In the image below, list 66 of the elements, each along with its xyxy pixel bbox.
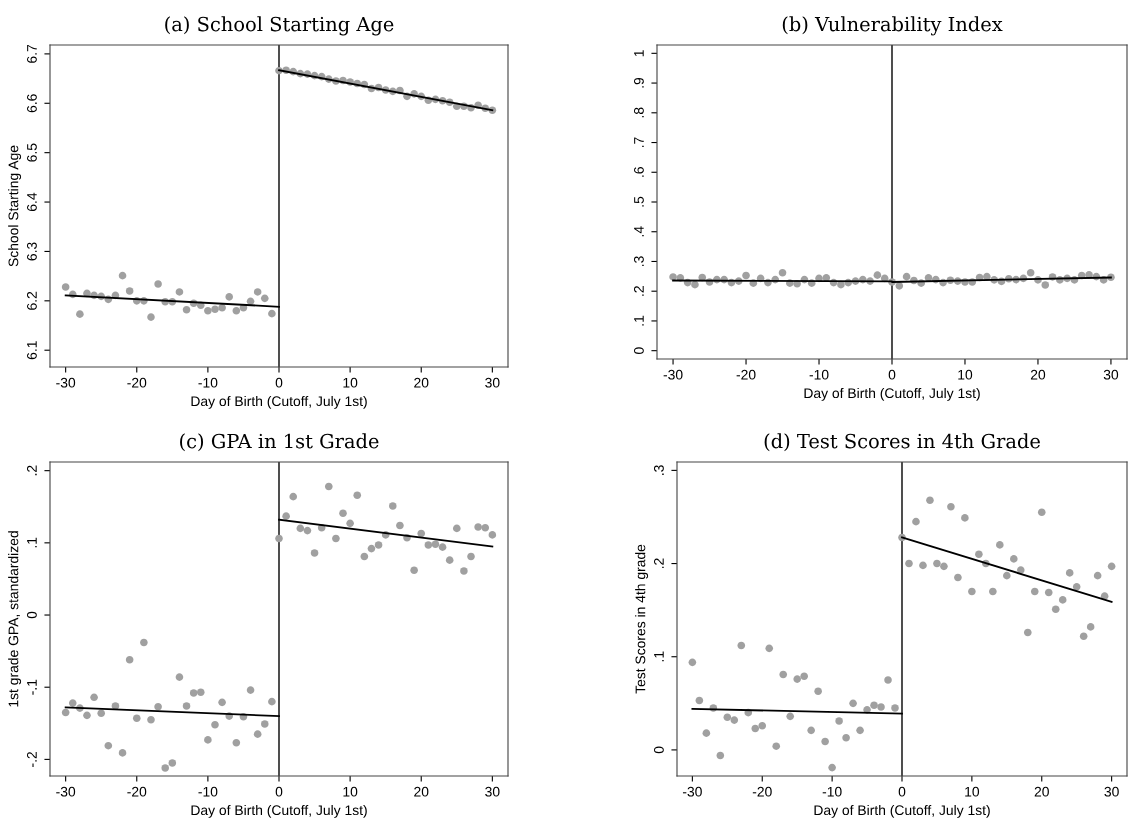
y-tick-label: 6.5	[27, 143, 37, 162]
x-tick-label: 20	[1034, 786, 1049, 797]
x-tick-label: -10	[198, 377, 218, 388]
x-tick-label: -10	[809, 369, 829, 380]
chart-title: (d) Test Scores in 4th Grade	[764, 433, 1040, 452]
y-tick-label: 6.7	[27, 44, 37, 63]
y-tick-label: 6.4	[27, 192, 37, 211]
x-tick-label: -20	[127, 786, 147, 797]
x-tick-label: 30	[1103, 369, 1119, 380]
x-tick-label: -30	[663, 369, 683, 380]
y-tick-label: .2	[654, 558, 664, 569]
chart-title: (b) Vulnerability Index	[782, 16, 1003, 36]
x-tick-label: 0	[275, 786, 283, 797]
y-tick-label: .3	[634, 256, 644, 266]
chart-title: (a) School Starting Age	[165, 16, 394, 36]
chart-title: (c) GPA in 1st Grade	[180, 433, 379, 452]
y-tick-label: .2	[634, 286, 644, 296]
y-tick-label: .3	[654, 465, 664, 475]
x-tick-label: -30	[56, 786, 76, 797]
y-tick-label: 6.3	[27, 242, 37, 261]
x-tick-label: 20	[1030, 369, 1046, 380]
x-tick-label: -10	[198, 786, 218, 797]
x-tick-label: -20	[736, 369, 756, 380]
x-tick-label: 30	[485, 786, 500, 797]
y-tick-label: .4	[634, 226, 644, 237]
y-tick-label: .2	[27, 465, 37, 476]
x-axis-title: Day of Birth (Cutoff, July 1st)	[191, 395, 367, 409]
x-tick-label: 0	[888, 369, 896, 380]
x-tick-label: 30	[485, 377, 500, 388]
y-axis-title: School Starting Age	[8, 145, 22, 267]
y-tick-label: .8	[634, 107, 644, 118]
y-tick-label: -.1	[27, 679, 37, 695]
x-tick-label: -10	[822, 786, 842, 797]
y-tick-label: 6.2	[27, 291, 37, 310]
x-tick-label: 20	[414, 786, 429, 797]
x-axis-title: Day of Birth (Cutoff, July 1st)	[814, 804, 990, 818]
y-tick-label: -.2	[27, 751, 37, 767]
x-axis-title: Day of Birth (Cutoff, July 1st)	[191, 804, 367, 818]
y-tick-label: 6.6	[27, 94, 37, 113]
y-tick-label: .5	[634, 196, 644, 207]
x-tick-label: 10	[343, 377, 358, 388]
x-tick-label: 0	[898, 786, 906, 797]
y-tick-label: .1	[27, 537, 37, 548]
y-axis-title: 1st grade GPA, standardized	[8, 531, 22, 707]
x-tick-label: -30	[682, 786, 702, 797]
y-tick-label: .1	[634, 315, 644, 326]
y-tick-label: .9	[634, 77, 644, 88]
x-tick-label: 20	[414, 377, 429, 388]
y-tick-label: 6.1	[27, 341, 37, 360]
y-tick-label: .6	[634, 167, 644, 177]
y-tick-label: .1	[654, 651, 664, 662]
x-tick-label: -20	[752, 786, 772, 797]
y-tick-label: .7	[634, 137, 644, 148]
x-tick-label: -20	[127, 377, 147, 388]
y-axis-title: Test Scores in 4th grade	[635, 544, 649, 694]
x-tick-label: 0	[275, 377, 283, 388]
y-tick-label: 0	[634, 347, 644, 354]
x-tick-label: 10	[965, 786, 980, 797]
y-tick-label: 1	[634, 50, 644, 57]
x-tick-label: 30	[1104, 786, 1119, 797]
y-tick-label: 0	[654, 746, 664, 754]
x-tick-label: 10	[958, 369, 973, 380]
x-axis-title: Day of Birth (Cutoff, July 1st)	[804, 387, 980, 401]
y-tick-label: 0	[27, 611, 37, 619]
x-tick-label: -30	[56, 377, 76, 388]
x-tick-label: 10	[343, 786, 358, 797]
